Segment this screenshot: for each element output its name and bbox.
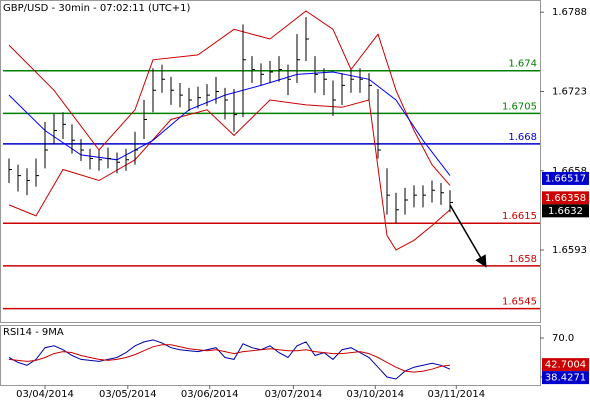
price-bar bbox=[341, 73, 345, 105]
price-bar bbox=[224, 87, 228, 120]
rsi-title: RSI14 - 9MA bbox=[3, 327, 64, 338]
price-bar bbox=[413, 185, 417, 208]
price-bar bbox=[278, 56, 282, 82]
price-tag-label: 38.4271 bbox=[545, 373, 586, 384]
price-bar bbox=[314, 56, 318, 93]
price-bar bbox=[350, 69, 354, 93]
price-bar bbox=[440, 182, 444, 205]
level-label: 1.6545 bbox=[502, 297, 537, 308]
rsi-line bbox=[8, 339, 451, 380]
y-tick-label: 70.0 bbox=[552, 333, 574, 344]
price-bar bbox=[98, 150, 102, 171]
x-tick-label: 03/04/2014 bbox=[16, 389, 74, 400]
price-bar bbox=[80, 139, 84, 161]
price-bar bbox=[377, 89, 381, 159]
price-bar bbox=[332, 80, 336, 116]
rsi-panel bbox=[0, 325, 541, 386]
price-bar bbox=[404, 187, 408, 215]
y-tick-label: 1.6593 bbox=[552, 245, 587, 256]
price-bar bbox=[179, 82, 183, 108]
price-bar bbox=[53, 113, 57, 144]
price-tag bbox=[542, 171, 589, 185]
rsi-line bbox=[8, 344, 451, 373]
price-bar bbox=[125, 148, 129, 171]
price-bar bbox=[305, 17, 309, 61]
price-bar bbox=[386, 168, 390, 215]
chart-title: GBP/USD - 30min - 07:02:11 (UTC+1) bbox=[3, 3, 190, 14]
plot-layer: 1.6788 1.6723 1.6658 1.6593 1.674 1.6705 1.668… bbox=[3, 7, 589, 400]
price-bar bbox=[143, 100, 147, 140]
price-tag bbox=[542, 371, 589, 385]
price-bar bbox=[152, 68, 156, 113]
overlay-line bbox=[8, 99, 451, 251]
price-bar bbox=[161, 64, 165, 93]
price-bar bbox=[17, 164, 21, 192]
price-bar bbox=[296, 34, 300, 83]
price-bar bbox=[368, 73, 372, 101]
forecast-arrow bbox=[449, 204, 487, 268]
price-tag-label: 1.6632 bbox=[548, 206, 583, 217]
level-label: 1.668 bbox=[508, 132, 537, 143]
price-bar bbox=[35, 158, 39, 187]
price-bar bbox=[323, 68, 327, 96]
price-tag bbox=[542, 204, 589, 218]
price-bar bbox=[107, 147, 111, 169]
price-tag bbox=[542, 191, 589, 205]
price-bar bbox=[215, 76, 219, 104]
x-tick-label: 03/11/2014 bbox=[427, 389, 485, 400]
price-bar bbox=[89, 148, 93, 170]
price-tag-label: 1.66517 bbox=[545, 173, 586, 184]
x-tick-label: 03/10/2014 bbox=[346, 389, 404, 400]
x-tick-label: 03/06/2014 bbox=[181, 389, 239, 400]
price-tag-label: 1.66358 bbox=[545, 193, 586, 204]
price-bar bbox=[269, 60, 273, 83]
level-label: 1.6615 bbox=[502, 211, 537, 222]
price-bar bbox=[431, 180, 435, 203]
price-bar bbox=[26, 168, 30, 196]
price-tag-label: 42.7004 bbox=[545, 360, 586, 371]
price-bar bbox=[197, 86, 201, 109]
price-bar bbox=[242, 24, 246, 118]
price-bar bbox=[449, 190, 453, 213]
price-bar bbox=[287, 64, 291, 96]
overlay-line bbox=[8, 10, 451, 186]
price-tag bbox=[542, 358, 589, 372]
price-bar bbox=[62, 112, 66, 140]
level-label: 1.6705 bbox=[502, 101, 537, 112]
level-label: 1.658 bbox=[508, 254, 537, 265]
price-bar bbox=[71, 124, 75, 154]
price-bar bbox=[8, 158, 12, 183]
level-label: 1.674 bbox=[508, 59, 537, 70]
y-tick-label: 1.6723 bbox=[552, 86, 587, 97]
price-bar bbox=[188, 87, 192, 111]
x-tick-label: 03/07/2014 bbox=[265, 389, 323, 400]
price-bar bbox=[395, 192, 399, 224]
x-tick-label: 03/05/2014 bbox=[99, 389, 157, 400]
y-tick-label: 1.6788 bbox=[552, 7, 587, 18]
price-bar bbox=[251, 56, 255, 83]
price-bar bbox=[206, 84, 210, 107]
price-bar bbox=[260, 63, 264, 86]
price-bar bbox=[359, 68, 363, 93]
price-bar bbox=[116, 152, 120, 174]
price-bar bbox=[233, 89, 237, 132]
price-bar bbox=[170, 76, 174, 105]
price-bar bbox=[44, 121, 48, 169]
main-panel bbox=[0, 0, 541, 323]
price-bar bbox=[134, 131, 138, 165]
price-bar bbox=[422, 185, 426, 208]
y-tick-label: 1.6658 bbox=[552, 166, 587, 177]
